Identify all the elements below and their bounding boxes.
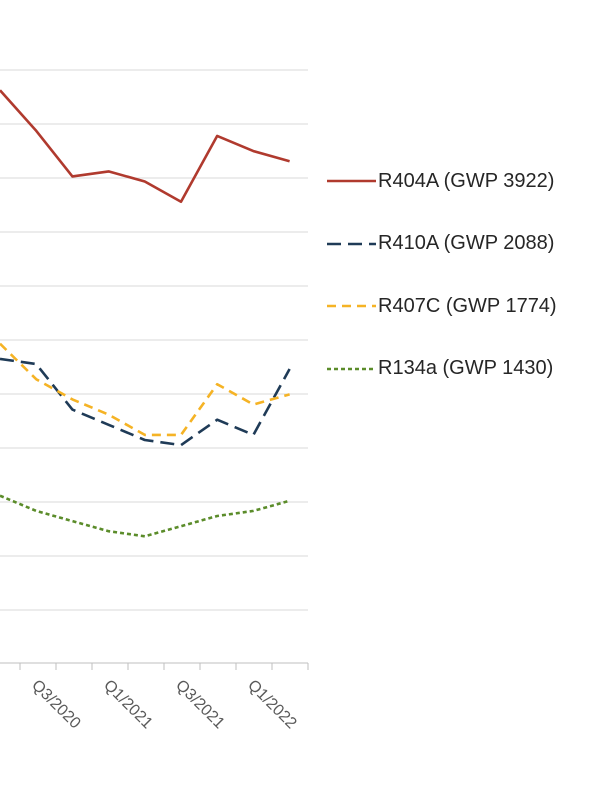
x-tick-label: Q1/2022 [244,677,300,733]
legend-item: R134a (GWP 1430) [326,338,557,401]
legend-item: R407C (GWP 1774) [326,275,557,338]
legend-swatch [327,242,376,246]
legend-label: R134a (GWP 1430) [378,357,554,380]
series-line-r407c [0,342,290,437]
x-tick-label: Q1/2021 [100,677,156,733]
x-axis [0,662,309,670]
legend-swatch [327,179,376,183]
legend: R404A (GWP 3922) R410A (GWP 2088) R407C (G… [326,150,557,400]
legend-label: R404A (GWP 3922) [378,169,555,192]
x-tick-label: Q3/2020 [28,677,84,733]
x-tick-label: Q3/2021 [172,677,228,733]
legend-label: R407C (GWP 1774) [378,294,557,317]
series-lines [0,89,291,538]
legend-swatch [327,367,376,371]
series-line-r134a [0,494,290,538]
gridlines [0,69,308,611]
legend-swatch [327,304,376,308]
legend-item: R410A (GWP 2088) [326,213,557,276]
series-line-r404a [0,89,290,204]
series-line-r410a [0,357,291,447]
legend-label: R410A (GWP 2088) [378,232,555,255]
legend-item: R404A (GWP 3922) [326,150,557,213]
